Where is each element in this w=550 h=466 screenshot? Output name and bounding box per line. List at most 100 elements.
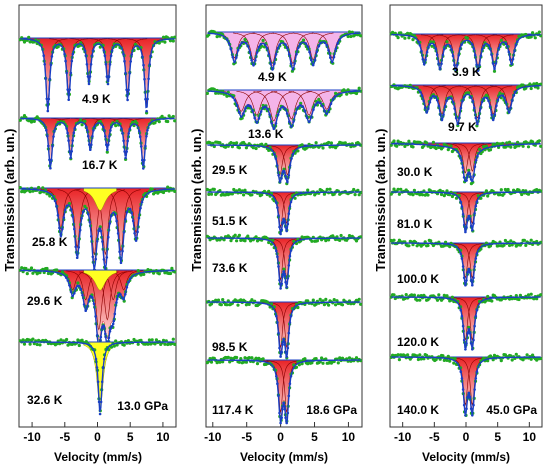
fit-marker — [64, 208, 67, 212]
data-point — [27, 338, 31, 342]
data-point — [215, 35, 219, 39]
fit-marker — [281, 407, 284, 411]
fit-marker — [240, 41, 244, 45]
fit-marker — [462, 176, 466, 179]
x-tick-label: -5 — [429, 430, 440, 444]
temperature-label: 9.7 K — [448, 120, 477, 134]
fit-marker — [44, 77, 47, 80]
fit-marker — [504, 42, 508, 45]
data-point — [261, 357, 265, 361]
fit-marker — [446, 96, 450, 100]
fit-marker — [473, 265, 476, 268]
data-point — [261, 38, 265, 43]
fit-marker — [48, 77, 52, 81]
fit-marker — [309, 115, 313, 119]
fit-marker — [478, 63, 481, 67]
fit-marker — [73, 227, 76, 231]
fit-marker — [47, 97, 51, 101]
fit-marker — [251, 109, 254, 113]
data-point — [80, 123, 84, 127]
component-line — [407, 85, 446, 109]
data-point — [418, 193, 422, 197]
data-point — [105, 150, 109, 154]
fit-marker — [68, 150, 71, 153]
fit-marker — [278, 43, 282, 46]
data-point — [507, 140, 512, 144]
fit-marker — [288, 254, 292, 258]
fit-marker — [466, 395, 470, 399]
component-line — [458, 85, 497, 119]
data-point — [395, 144, 399, 148]
fit-marker — [472, 47, 476, 50]
fit-marker — [467, 267, 471, 271]
fit-marker — [273, 62, 276, 65]
x-tick-label: -5 — [241, 430, 252, 444]
fit-marker — [516, 40, 519, 43]
fit-marker — [336, 42, 340, 45]
fit-marker — [284, 43, 287, 46]
data-point — [149, 342, 153, 346]
fit-marker — [308, 50, 311, 54]
fit-marker — [488, 47, 492, 50]
data-point — [317, 97, 321, 101]
fit-marker — [514, 43, 518, 47]
data-point — [299, 101, 303, 105]
fit-marker — [287, 264, 291, 267]
fit-marker — [131, 219, 135, 223]
fit-marker — [475, 308, 479, 312]
data-point — [314, 302, 318, 306]
data-point — [76, 338, 80, 342]
fit-marker — [491, 62, 495, 65]
data-point — [239, 298, 243, 302]
data-point — [426, 193, 430, 197]
fit-marker — [276, 46, 280, 50]
data-point — [537, 139, 542, 143]
fit-marker — [94, 315, 97, 318]
fit-marker — [70, 208, 73, 211]
fit-marker — [102, 49, 106, 52]
fit-marker — [105, 256, 109, 259]
data-point — [242, 360, 246, 364]
fit-marker — [107, 143, 110, 146]
fit-marker — [457, 54, 461, 57]
fit-marker — [66, 131, 69, 135]
data-point — [529, 86, 533, 91]
fit-marker — [472, 276, 475, 280]
data-point — [339, 233, 343, 238]
fit-marker — [96, 380, 100, 384]
fit-marker — [108, 330, 112, 333]
fit-marker — [255, 121, 259, 124]
data-point — [354, 356, 359, 360]
temperature-label: 73.6 K — [212, 261, 248, 275]
fit-marker — [137, 129, 141, 133]
x-tick-label: 10 — [156, 430, 170, 444]
fit-marker — [482, 97, 486, 100]
fit-marker — [461, 265, 465, 268]
data-point — [167, 189, 171, 193]
data-point — [397, 192, 401, 196]
fit-marker — [469, 279, 473, 282]
data-point — [261, 103, 265, 108]
data-point — [514, 144, 518, 148]
data-point — [430, 44, 434, 48]
data-point — [41, 186, 45, 190]
data-point — [24, 266, 28, 271]
data-point — [448, 359, 452, 363]
data-point — [498, 91, 502, 95]
component-line — [271, 91, 312, 120]
fit-marker — [104, 335, 107, 339]
fit-marker — [74, 287, 78, 290]
data-point — [332, 298, 336, 302]
fit-marker — [265, 46, 269, 50]
data-point — [526, 145, 531, 149]
data-point — [237, 146, 241, 150]
fit-marker — [65, 204, 69, 208]
fit-marker — [464, 414, 467, 417]
data-point — [435, 298, 440, 302]
fit-marker — [274, 157, 278, 160]
fit-marker — [440, 62, 443, 66]
temperature-label: 3.9 K — [452, 65, 481, 79]
fit-marker — [108, 135, 111, 138]
fit-marker — [456, 63, 459, 67]
fit-marker — [276, 255, 279, 259]
